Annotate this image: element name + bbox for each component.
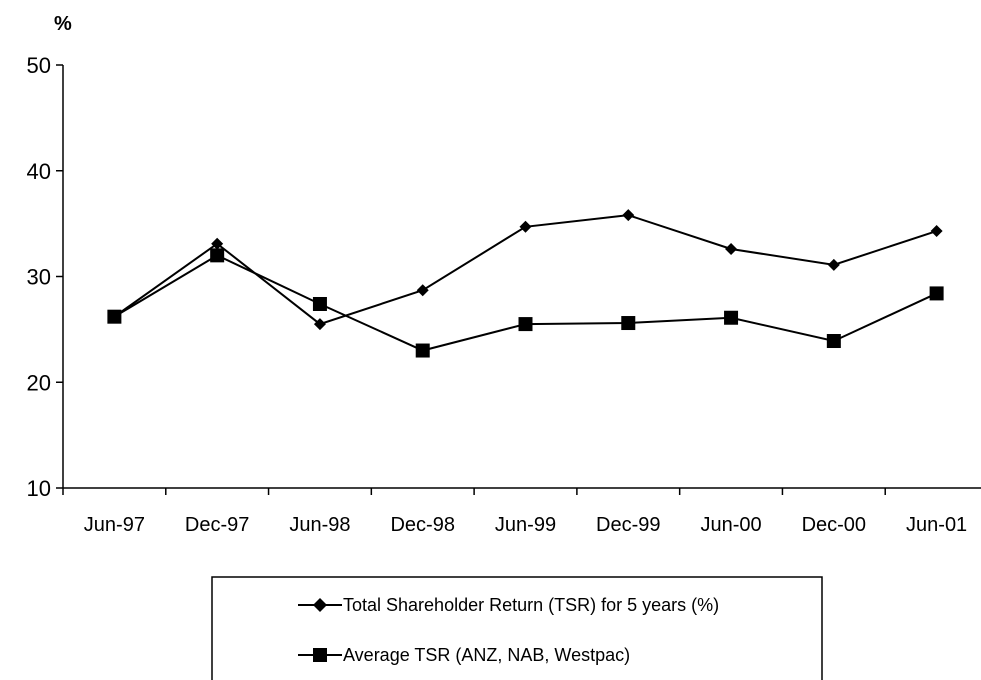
y-tick-label: 40 <box>27 159 51 184</box>
legend-square-marker <box>313 648 327 662</box>
data-point-square <box>107 309 122 324</box>
legend-box <box>211 576 823 680</box>
data-point-square <box>929 286 944 301</box>
data-point-diamond <box>313 318 326 331</box>
series-layer <box>107 209 944 358</box>
legend-label-tsr: Total Shareholder Return (TSR) for 5 yea… <box>343 595 719 615</box>
data-point-square <box>621 316 636 331</box>
x-tick-label: Jun-00 <box>700 514 761 536</box>
x-tick-label: Dec-97 <box>185 514 249 536</box>
series-average-tsr <box>107 248 944 358</box>
data-point-square <box>826 334 841 349</box>
series-tsr <box>108 209 943 331</box>
x-tick-label: Jun-99 <box>495 514 556 536</box>
data-point-diamond <box>211 237 224 250</box>
y-tick-label: 10 <box>27 476 51 501</box>
data-point-square <box>415 343 430 358</box>
data-point-square <box>312 296 327 311</box>
x-tick-label: Dec-99 <box>596 514 660 536</box>
legend: Total Shareholder Return (TSR) for 5 yea… <box>211 576 823 680</box>
data-point-square <box>210 248 225 263</box>
x-tick-label: Dec-00 <box>802 514 866 536</box>
x-tick-label: Dec-98 <box>390 514 454 536</box>
data-point-diamond <box>519 220 532 233</box>
data-point-diamond <box>827 258 840 271</box>
y-tick-label: 20 <box>27 370 51 395</box>
data-point-square <box>724 310 739 325</box>
data-point-square <box>518 317 533 332</box>
x-tick-label: Jun-01 <box>906 514 967 536</box>
y-axis-ticks: 10 20 30 40 50 <box>27 53 63 501</box>
legend-label-average: Average TSR (ANZ, NAB, Westpac) <box>343 645 630 665</box>
series-line <box>113 254 938 352</box>
data-point-diamond <box>622 209 635 222</box>
x-tick-label: Jun-97 <box>84 514 145 536</box>
y-tick-label: 30 <box>27 265 51 290</box>
y-tick-label: 50 <box>27 53 51 78</box>
data-point-diamond <box>416 284 429 297</box>
legend-diamond-marker <box>313 598 327 612</box>
x-tick-label: Jun-98 <box>289 514 350 536</box>
data-point-diamond <box>725 243 738 256</box>
axes <box>62 65 981 489</box>
data-point-diamond <box>930 225 943 238</box>
x-axis-ticks: Jun-97 Dec-97 Jun-98 Dec-98 Jun-99 Dec-99 Jun-… <box>62 488 967 536</box>
y-unit-label: % <box>54 13 72 35</box>
